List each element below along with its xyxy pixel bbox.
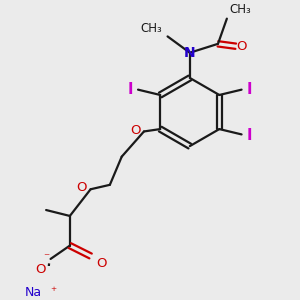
Text: O: O (76, 181, 87, 194)
Text: I: I (247, 128, 252, 142)
Text: O: O (236, 40, 246, 53)
Text: O: O (96, 257, 106, 271)
Text: O: O (36, 263, 46, 276)
Text: CH₃: CH₃ (140, 22, 162, 35)
Text: I: I (127, 82, 133, 97)
Text: N: N (184, 46, 196, 60)
Text: CH₃: CH₃ (229, 3, 251, 16)
Text: O: O (130, 124, 140, 137)
Text: ⁻: ⁻ (43, 252, 49, 265)
Text: ⁺: ⁺ (51, 285, 57, 298)
Text: I: I (247, 82, 252, 97)
Text: Na: Na (25, 286, 42, 298)
